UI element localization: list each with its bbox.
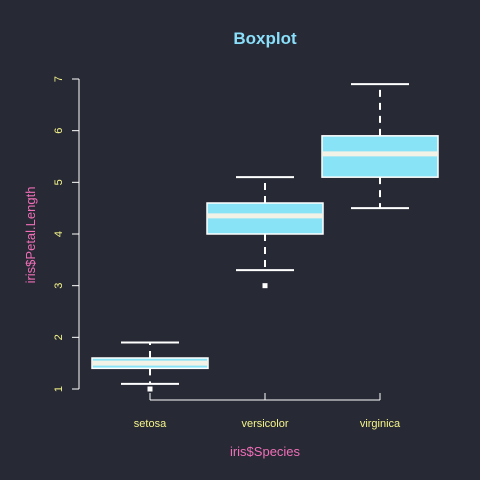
x-tick-label: virginica (360, 418, 401, 430)
iqr-box (206, 202, 324, 235)
box-versicolor (206, 176, 324, 289)
y-tick-label: 3 (53, 283, 65, 289)
box-virginica (321, 83, 439, 210)
x-axis-title: iris$Species (230, 444, 301, 459)
y-tick-label: 4 (53, 231, 65, 237)
y-axis: 1 2 3 4 5 6 7 (53, 76, 80, 392)
outlier-point (262, 283, 268, 289)
x-tick-label: versicolor (241, 418, 288, 430)
outlier-point (147, 386, 153, 392)
y-tick-label: 2 (53, 334, 65, 340)
box-setosa (91, 341, 209, 392)
y-tick-label: 6 (53, 128, 65, 134)
y-tick-label: 1 (53, 386, 65, 392)
y-tick-label: 7 (53, 76, 65, 82)
y-tick-label: 5 (53, 179, 65, 185)
x-tick-label: setosa (134, 418, 167, 430)
x-axis: setosa versicolor virginica (134, 393, 401, 430)
iqr-box (321, 135, 439, 178)
y-axis-title: iris$Petal.Length (23, 187, 38, 284)
boxes (91, 83, 439, 392)
chart-title: Boxplot (233, 29, 297, 48)
